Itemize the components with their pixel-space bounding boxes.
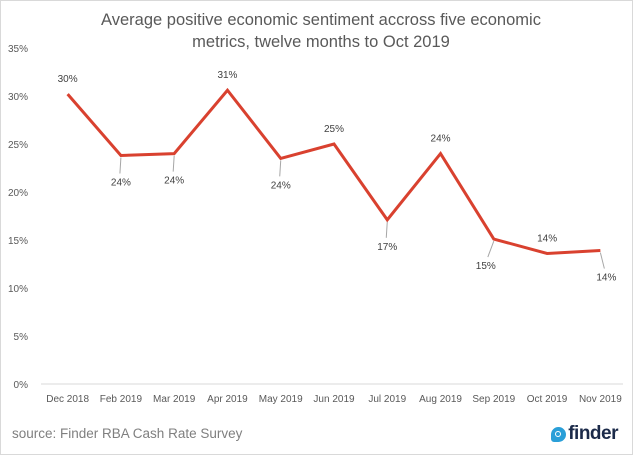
y-tick-label: 10% <box>8 284 28 295</box>
y-tick-label: 25% <box>8 140 28 151</box>
finder-logo: finder <box>551 423 618 445</box>
data-label-leader <box>488 241 494 257</box>
data-label: 14% <box>596 273 616 284</box>
data-label-leaders <box>120 156 604 269</box>
x-tick-label: Aug 2019 <box>419 394 462 405</box>
x-tick-label: May 2019 <box>259 394 303 405</box>
x-tick-label: Sep 2019 <box>472 394 515 405</box>
x-tick-label: Apr 2019 <box>207 394 248 405</box>
y-tick-label: 5% <box>14 332 29 343</box>
data-label: 24% <box>111 178 131 189</box>
data-label: 15% <box>476 261 496 272</box>
x-tick-label: Mar 2019 <box>153 394 196 405</box>
data-label: 24% <box>431 134 451 145</box>
data-label: 31% <box>217 70 237 81</box>
series-line <box>68 90 601 253</box>
data-label-leader <box>280 160 281 176</box>
data-label-leader <box>120 158 121 174</box>
x-tick-label: Oct 2019 <box>527 394 568 405</box>
data-label: 14% <box>537 233 557 244</box>
data-label: 17% <box>377 242 397 253</box>
data-label-leader <box>386 222 387 238</box>
y-tick-label: 20% <box>8 188 28 199</box>
data-label: 24% <box>271 180 291 191</box>
x-tick-label: Nov 2019 <box>579 394 622 405</box>
search-pin-icon <box>551 427 566 442</box>
data-label: 24% <box>164 176 184 187</box>
series-line-group <box>68 90 601 253</box>
x-tick-label: Feb 2019 <box>100 394 143 405</box>
x-tick-label: Jun 2019 <box>313 394 355 405</box>
data-labels: 30% 24% 24% 31% 24% 25% 17% 24% 15% 14% 14% <box>58 70 617 283</box>
y-tick-label: 30% <box>8 92 28 103</box>
x-tick-label: Jul 2019 <box>368 394 406 405</box>
data-label-leader <box>173 156 174 172</box>
data-label: 30% <box>58 74 78 85</box>
x-tick-label: Dec 2018 <box>46 394 89 405</box>
y-tick-label: 35% <box>8 44 28 55</box>
x-axis: Dec 2018 Feb 2019 Mar 2019 Apr 2019 May 2019… <box>41 384 623 405</box>
logo-text: finder <box>568 423 618 445</box>
data-label: 25% <box>324 124 344 135</box>
source-note: source: Finder RBA Cash Rate Survey <box>12 426 242 441</box>
data-label-leader <box>600 253 604 269</box>
y-tick-label: 15% <box>8 236 28 247</box>
y-tick-label: 0% <box>14 380 29 391</box>
y-axis: 0% 5% 10% 15% 20% 25% 30% 35% <box>8 44 28 391</box>
